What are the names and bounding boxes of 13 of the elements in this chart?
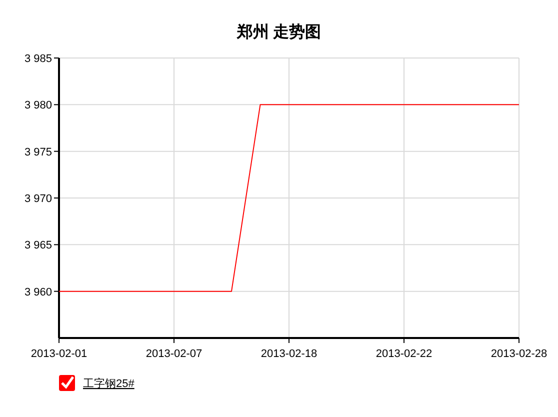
y-tick-label: 3 965: [24, 240, 52, 252]
y-tick-label: 3 985: [24, 53, 52, 65]
y-tick-label: 3 960: [24, 286, 52, 298]
y-tick-label: 3 980: [24, 100, 52, 112]
x-tick-label: 2013-02-01: [30, 348, 88, 360]
x-tick-label: 2013-02-18: [260, 348, 318, 360]
chart-title: 郑州 走势图: [236, 23, 322, 41]
x-tick-label: 2013-02-07: [146, 348, 202, 360]
x-tick-label: 2013-02-28: [490, 348, 548, 360]
x-tick-label: 2013-02-22: [376, 348, 432, 360]
legend-label: 工字钢25#: [83, 377, 136, 390]
y-tick-label: 3 975: [24, 146, 52, 158]
y-tick-label: 3 970: [24, 193, 52, 205]
